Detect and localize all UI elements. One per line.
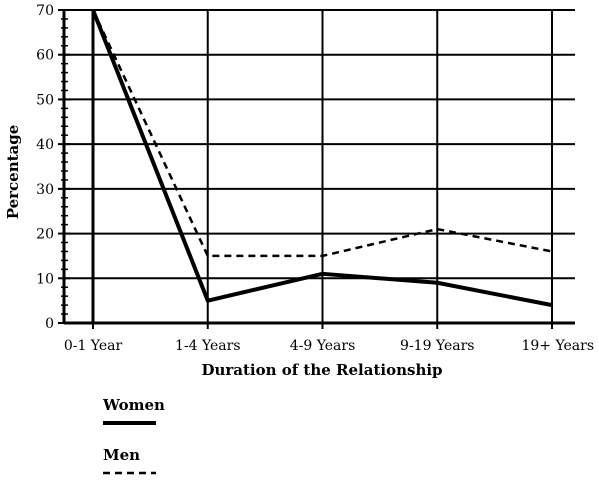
x-tick-label: 1-4 Years bbox=[175, 338, 241, 354]
axis-layer bbox=[58, 10, 575, 329]
y-tick-label: 10 bbox=[36, 271, 54, 287]
x-tick-label: 0-1 Year bbox=[64, 338, 123, 354]
x-axis-title: Duration of the Relationship bbox=[201, 361, 442, 379]
y-tick-label: 50 bbox=[36, 92, 54, 108]
y-tick-label: 60 bbox=[36, 48, 54, 64]
x-tick-label: 19+ Years bbox=[521, 338, 594, 354]
y-tick-label: 20 bbox=[36, 227, 54, 243]
y-tick-label: 70 bbox=[36, 3, 54, 19]
y-tick-label: 30 bbox=[36, 182, 54, 198]
legend-label-men: Men bbox=[103, 446, 140, 464]
legend-label-women: Women bbox=[102, 396, 165, 414]
y-tick-label: 0 bbox=[45, 316, 54, 332]
y-axis-title: Percentage bbox=[4, 125, 22, 220]
x-tick-label: 9-19 Years bbox=[400, 338, 474, 354]
legend: Women Men bbox=[102, 396, 165, 473]
x-tick-label: 4-9 Years bbox=[290, 338, 356, 354]
y-tick-label: 40 bbox=[36, 137, 54, 153]
